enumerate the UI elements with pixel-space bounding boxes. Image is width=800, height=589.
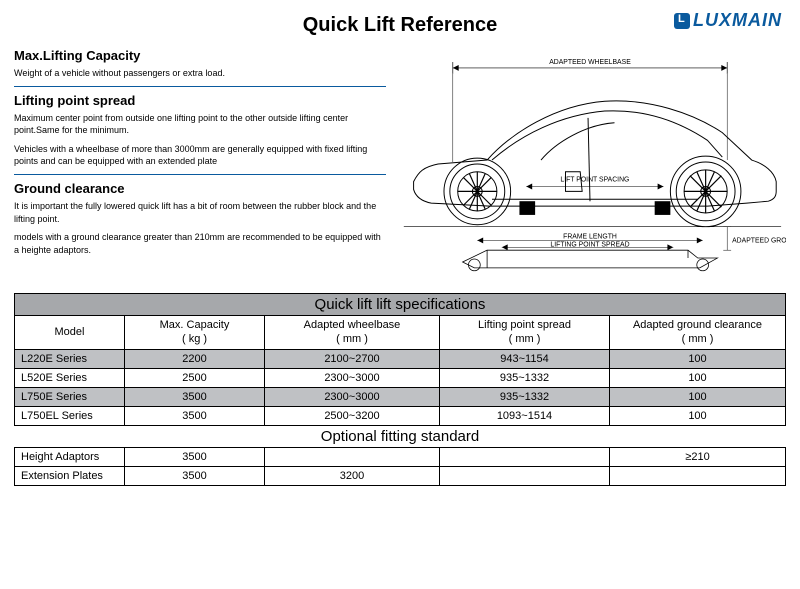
- lift-block-front: [519, 201, 535, 215]
- label-lift-spread: LIFTING POINT SPREAD: [550, 241, 629, 248]
- cell-clearance: 100: [610, 407, 786, 426]
- lift-platform: [463, 250, 718, 271]
- cell-wheelbase: [265, 448, 440, 467]
- front-wheel: [444, 158, 511, 225]
- cell-spread: 1093~1514: [440, 407, 610, 426]
- spec-title-row: Quick lift lift specifications: [15, 294, 786, 316]
- section-spread-p2: Vehicles with a wheelbase of more than 3…: [14, 143, 386, 168]
- cell-name: Height Adaptors: [15, 448, 125, 467]
- text-column: Max.Lifting Capacity Weight of a vehicle…: [14, 42, 394, 287]
- section-capacity-title: Max.Lifting Capacity: [14, 48, 386, 63]
- cell-model: L220E Series: [15, 350, 125, 369]
- cell-wheelbase: 2500~3200: [265, 407, 440, 426]
- col-spread: Lifting point spread( mm ): [440, 316, 610, 350]
- col-capacity: Max. Capacity( kg ): [125, 316, 265, 350]
- section-spread-title: Lifting point spread: [14, 93, 386, 108]
- cell-wheelbase: 3200: [265, 467, 440, 486]
- label-ground-clearance: ADAPTEED GROUND CLEARANCE: [732, 237, 786, 244]
- diagram-column: ADAPTEED WHEELBASE: [394, 42, 786, 287]
- cell-capacity: 3500: [125, 448, 265, 467]
- divider-2: [14, 174, 386, 175]
- brand-logo: LUXMAIN: [674, 10, 782, 31]
- cell-clearance: ≥210: [610, 448, 786, 467]
- cell-model: L750EL Series: [15, 407, 125, 426]
- cell-capacity: 3500: [125, 407, 265, 426]
- cell-capacity: 2200: [125, 350, 265, 369]
- opt-table-title: Optional fitting standard: [15, 426, 786, 448]
- section-clearance-title: Ground clearance: [14, 181, 386, 196]
- car-diagram: ADAPTEED WHEELBASE: [394, 42, 786, 282]
- cell-clearance: 100: [610, 350, 786, 369]
- rear-wheel: [670, 156, 741, 227]
- table-row: Height Adaptors3500 ≥210: [15, 448, 786, 467]
- col-clearance: Adapted ground clearance( mm ): [610, 316, 786, 350]
- cell-wheelbase: 2100~2700: [265, 350, 440, 369]
- lift-block-rear: [655, 201, 671, 215]
- cell-clearance: 100: [610, 369, 786, 388]
- cell-clearance: [610, 467, 786, 486]
- cell-capacity: 3500: [125, 388, 265, 407]
- table-row: L750E Series35002300~3000935~1332100: [15, 388, 786, 407]
- cell-capacity: 3500: [125, 467, 265, 486]
- table-row: L520E Series25002300~3000935~1332100: [15, 369, 786, 388]
- col-model: Model: [15, 316, 125, 350]
- spec-table: Quick lift lift specifications Model Max…: [14, 293, 786, 486]
- section-spread-p1: Maximum center point from outside one li…: [14, 112, 386, 137]
- cell-spread: 935~1332: [440, 369, 610, 388]
- spec-table-title: Quick lift lift specifications: [15, 294, 786, 316]
- section-clearance-p1: It is important the fully lowered quick …: [14, 200, 386, 225]
- content-row: Max.Lifting Capacity Weight of a vehicle…: [0, 42, 800, 287]
- cell-spread: 935~1332: [440, 388, 610, 407]
- cell-model: L520E Series: [15, 369, 125, 388]
- cell-model: L750E Series: [15, 388, 125, 407]
- label-lift-spacing: LIFT POINT SPACING: [560, 177, 629, 184]
- cell-spread: 943~1154: [440, 350, 610, 369]
- label-frame-length: FRAME LENGTH: [563, 233, 617, 240]
- tables-area: Quick lift lift specifications Model Max…: [0, 287, 800, 486]
- col-wheelbase: Adapted wheelbase( mm ): [265, 316, 440, 350]
- cell-clearance: 100: [610, 388, 786, 407]
- cell-name: Extension Plates: [15, 467, 125, 486]
- table-row: L750EL Series35002500~32001093~1514100: [15, 407, 786, 426]
- label-wheelbase: ADAPTEED WHEELBASE: [549, 59, 631, 66]
- spec-header-row: Model Max. Capacity( kg ) Adapted wheelb…: [15, 316, 786, 350]
- cell-capacity: 2500: [125, 369, 265, 388]
- opt-title-row: Optional fitting standard: [15, 426, 786, 448]
- section-capacity-text: Weight of a vehicle without passengers o…: [14, 67, 386, 80]
- table-row: L220E Series22002100~2700943~1154100: [15, 350, 786, 369]
- cell-spread: [440, 448, 610, 467]
- table-row: Extension Plates35003200: [15, 467, 786, 486]
- cell-wheelbase: 2300~3000: [265, 369, 440, 388]
- header: Quick Lift Reference LUXMAIN: [0, 0, 800, 42]
- divider-1: [14, 86, 386, 87]
- cell-wheelbase: 2300~3000: [265, 388, 440, 407]
- brand-icon: [674, 13, 690, 29]
- section-clearance-p2: models with a ground clearance greater t…: [14, 231, 386, 256]
- cell-spread: [440, 467, 610, 486]
- brand-text: LUXMAIN: [693, 10, 782, 31]
